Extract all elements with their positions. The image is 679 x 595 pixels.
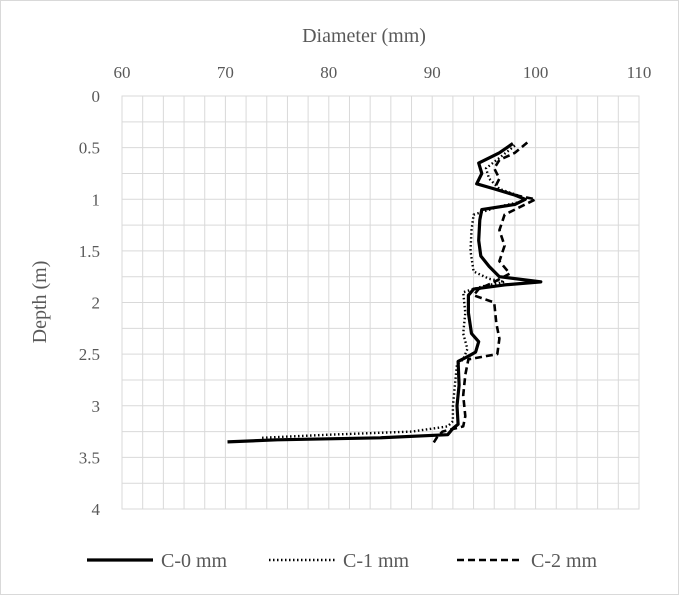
- y-tick-label: 2.5: [79, 345, 100, 364]
- plot-area-border: [121, 95, 640, 510]
- y-tick-label: 4: [92, 500, 101, 519]
- series-line-3: [431, 141, 537, 446]
- x-tick-label: 90: [424, 63, 441, 82]
- y-tick-label: 3.5: [79, 448, 100, 467]
- y-tick-label: 1.5: [79, 242, 100, 261]
- series-lines: [227, 141, 543, 446]
- legend-label-1: C-0 mm: [161, 550, 228, 572]
- gridlines: [121, 95, 640, 510]
- x-tick-label: 60: [114, 63, 131, 82]
- series-line-2: [261, 144, 525, 439]
- x-tick-labels: 60 70 80 90 100 110: [114, 63, 652, 82]
- y-tick-labels: 0 0.5 1 1.5 2 2.5 3 3.5 4: [79, 87, 101, 519]
- y-axis-title: Depth (m): [29, 261, 51, 344]
- y-tick-label: 3: [92, 397, 101, 416]
- x-tick-label: 100: [523, 63, 549, 82]
- series-line-1: [227, 142, 543, 444]
- legend-label-3: C-2 mm: [531, 550, 598, 572]
- y-tick-label: 0.5: [79, 139, 100, 158]
- y-tick-label: 1: [92, 190, 101, 209]
- legend-label-2: C-1 mm: [343, 550, 410, 572]
- y-tick-label: 2: [92, 294, 101, 313]
- y-tick-label: 0: [92, 87, 101, 106]
- x-axis-title: Diameter (mm): [302, 25, 426, 47]
- x-tick-label: 110: [627, 63, 652, 82]
- legend: C-0 mm C-1 mm C-2 mm: [87, 550, 598, 572]
- x-tick-label: 80: [320, 63, 337, 82]
- x-tick-label: 70: [217, 63, 234, 82]
